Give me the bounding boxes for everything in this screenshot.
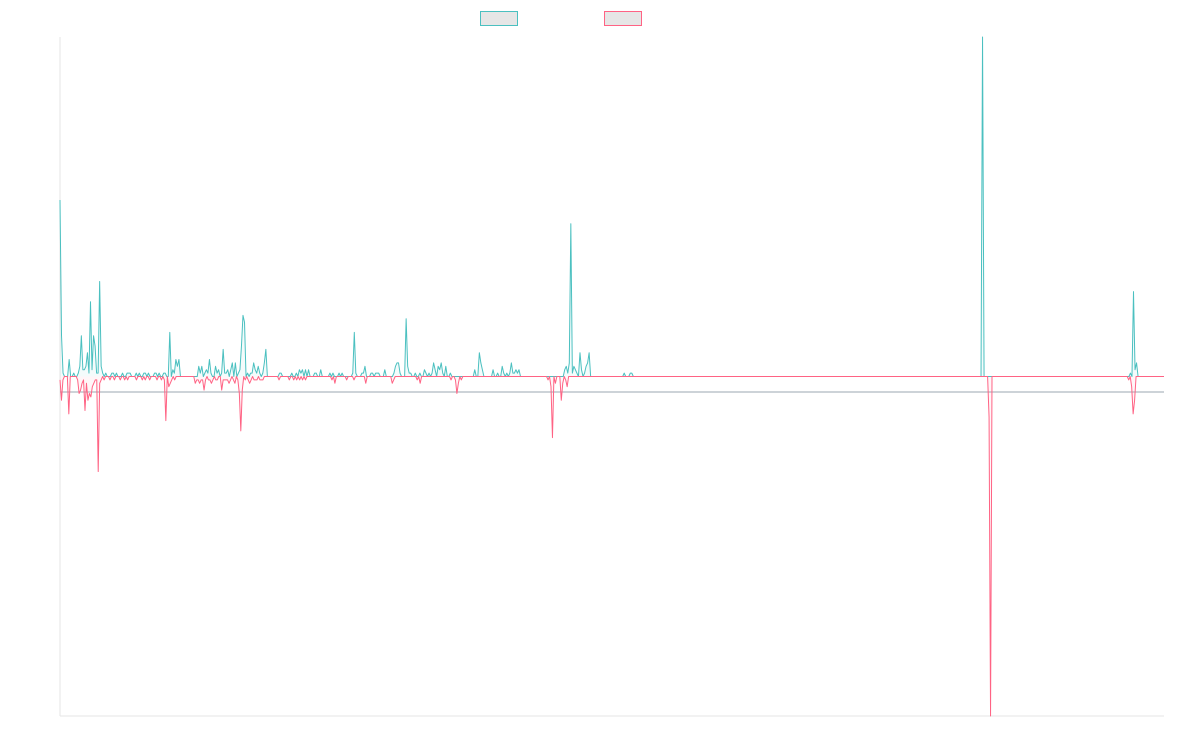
- legend-swatch-series-1: [480, 10, 518, 26]
- legend: [0, 9, 1200, 27]
- series-layer: [59, 36, 1164, 717]
- series-1-line: [59, 36, 1164, 377]
- legend-item-series-2[interactable]: [604, 9, 648, 27]
- series-1-area: [60, 37, 1164, 377]
- series-2-area: [60, 376, 1164, 716]
- legend-swatch-series-2: [604, 10, 642, 26]
- legend-item-series-1[interactable]: [480, 9, 524, 27]
- series-2-line: [59, 376, 1164, 717]
